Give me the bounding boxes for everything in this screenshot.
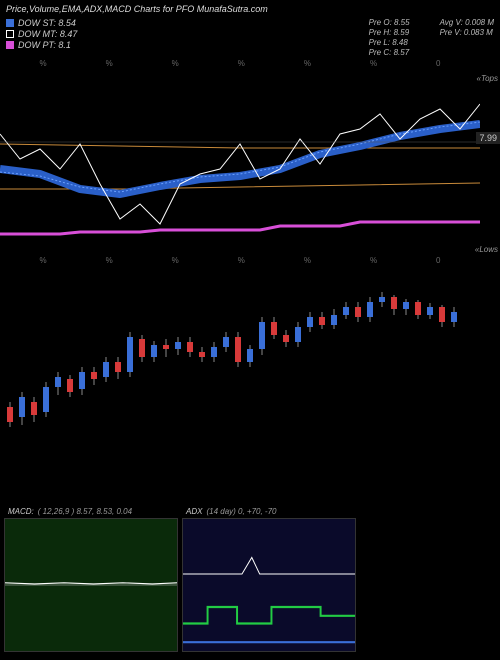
- price-chart: [0, 74, 480, 254]
- candlestick-chart: [0, 267, 480, 437]
- legend-st-label: DOW ST: 8.54: [18, 18, 76, 28]
- legend-mt-label: DOW MT: 8.47: [18, 29, 77, 39]
- macd-panel: MACD: ( 12,26,9 ) 8.57, 8.53, 0.04: [4, 505, 178, 652]
- swatch-mt: [6, 30, 14, 38]
- price-tag: 7.99: [476, 132, 500, 144]
- separator-mid: %%%%%%0: [0, 254, 500, 267]
- legend-dow-st: DOW ST: 8.54: [6, 18, 77, 28]
- legend-left: DOW ST: 8.54 DOW MT: 8.47 DOW PT: 8.1: [6, 18, 77, 57]
- adx-params: (14 day) 0, +70, -70: [206, 507, 276, 516]
- macd-chart: [5, 519, 177, 651]
- macd-params: ( 12,26,9 ) 8.57, 8.53, 0.04: [38, 507, 132, 516]
- prev-o: Pre O: 8.55: [369, 18, 410, 27]
- info-cols: Pre O: 8.55 Pre H: 8.59 Pre L: 8.48 Pre …: [369, 18, 494, 57]
- prev-c: Pre C: 8.57: [369, 48, 410, 57]
- legend-row: DOW ST: 8.54 DOW MT: 8.47 DOW PT: 8.1 Pr…: [0, 18, 500, 57]
- adx-body: [182, 518, 356, 652]
- legend-dow-mt: DOW MT: 8.47: [6, 29, 77, 39]
- macd-header: MACD: ( 12,26,9 ) 8.57, 8.53, 0.04: [4, 505, 178, 518]
- bottom-indicators: MACD: ( 12,26,9 ) 8.57, 8.53, 0.04 ADX (…: [0, 501, 360, 656]
- prev-l: Pre L: 8.48: [369, 38, 410, 47]
- adx-header: ADX (14 day) 0, +70, -70: [182, 505, 356, 518]
- lows-label: «Lows: [475, 245, 498, 254]
- macd-body: [4, 518, 178, 652]
- pre-v: Pre V: 0.083 M: [440, 28, 494, 37]
- adx-chart: [183, 519, 355, 651]
- prev-h: Pre H: 8.59: [369, 28, 410, 37]
- info-avg: Avg V: 0.008 M Pre V: 0.083 M: [440, 18, 494, 57]
- swatch-st: [6, 19, 14, 27]
- swatch-pt: [6, 41, 14, 49]
- info-prev: Pre O: 8.55 Pre H: 8.59 Pre L: 8.48 Pre …: [369, 18, 410, 57]
- avg-v: Avg V: 0.008 M: [440, 18, 494, 27]
- legend-dow-pt: DOW PT: 8.1: [6, 40, 77, 50]
- adx-label: ADX: [186, 507, 202, 516]
- page-title: Price,Volume,EMA,ADX,MACD Charts for PFO…: [0, 0, 500, 18]
- candle-panel: [0, 267, 500, 437]
- price-panel: «Tops «Lows 7.99: [0, 74, 500, 254]
- tops-label: «Tops: [477, 74, 499, 83]
- macd-label: MACD:: [8, 507, 34, 516]
- separator-top: %%%%%%0: [0, 57, 500, 70]
- adx-panel: ADX (14 day) 0, +70, -70: [182, 505, 356, 652]
- legend-pt-label: DOW PT: 8.1: [18, 40, 71, 50]
